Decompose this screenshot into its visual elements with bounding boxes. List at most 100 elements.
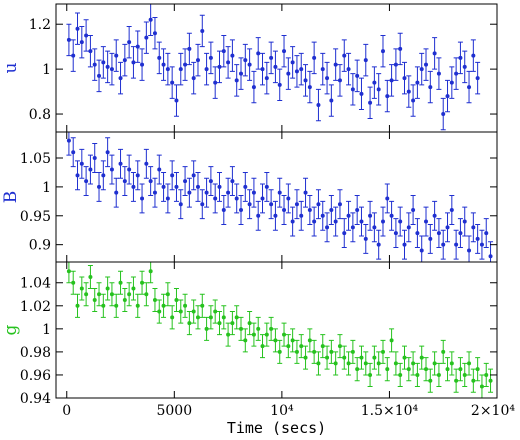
data-point: [135, 173, 140, 178]
data-point: [411, 98, 416, 103]
data-point: [157, 167, 162, 172]
data-point: [277, 82, 282, 87]
data-point: [436, 231, 441, 236]
data-point: [221, 49, 226, 54]
data-point: [333, 62, 338, 67]
data-point: [325, 225, 330, 230]
data-point: [92, 298, 97, 303]
data-point: [350, 225, 355, 230]
data-point: [183, 179, 188, 184]
data-point: [277, 190, 282, 195]
data-point: [363, 361, 368, 366]
panel-ylabel-g: g: [1, 324, 21, 335]
data-point: [398, 219, 403, 224]
data-point: [200, 303, 205, 308]
data-point: [303, 355, 308, 360]
data-point: [484, 372, 489, 377]
data-point: [380, 219, 385, 224]
y-tick-label: 0.95: [20, 209, 51, 225]
data-point: [346, 213, 351, 218]
data-point: [376, 242, 381, 247]
data-point: [256, 326, 261, 331]
data-point: [264, 76, 269, 81]
data-point: [174, 184, 179, 189]
data-point: [152, 298, 157, 303]
data-point: [122, 58, 127, 63]
data-point: [372, 80, 377, 85]
data-point: [385, 367, 390, 372]
data-point: [432, 213, 437, 218]
data-point: [320, 213, 325, 218]
data-point: [475, 367, 480, 372]
data-point: [372, 225, 377, 230]
panel-B-data: [66, 132, 494, 262]
data-point: [307, 208, 312, 212]
data-point: [488, 254, 493, 259]
data-point: [174, 98, 179, 103]
data-point: [183, 62, 188, 67]
y-tick-label: 1: [42, 180, 51, 196]
data-point: [234, 196, 239, 201]
data-point: [471, 225, 476, 230]
data-point: [350, 349, 355, 354]
data-point: [462, 64, 467, 69]
data-point: [475, 76, 480, 81]
data-point: [467, 361, 472, 366]
data-point: [256, 213, 261, 218]
data-point: [393, 231, 398, 236]
data-point: [239, 208, 244, 212]
data-point: [299, 67, 304, 72]
data-point: [92, 62, 97, 67]
y-tick-label: 1: [42, 322, 51, 338]
data-point: [355, 73, 360, 78]
data-point: [359, 219, 364, 224]
data-point: [247, 202, 252, 207]
data-point: [359, 91, 364, 96]
data-point: [178, 202, 183, 207]
data-point: [101, 60, 106, 65]
data-point: [441, 349, 446, 354]
data-point: [144, 292, 149, 297]
data-point: [122, 179, 127, 184]
x-tick-label: 2×10⁴: [471, 403, 515, 419]
data-point: [79, 40, 84, 45]
data-point: [79, 286, 84, 291]
data-point: [152, 190, 157, 195]
data-point: [114, 53, 119, 58]
data-point: [92, 156, 97, 160]
data-point: [239, 71, 244, 76]
data-point: [402, 76, 407, 81]
panel-B-frame: [55, 131, 498, 263]
data-point: [75, 173, 80, 178]
data-point: [269, 326, 274, 331]
data-point: [256, 51, 261, 56]
data-point: [454, 378, 459, 383]
data-point: [325, 76, 330, 81]
data-point: [79, 161, 84, 166]
data-point: [71, 280, 76, 285]
data-point: [406, 225, 411, 230]
data-point: [471, 378, 476, 383]
data-point: [144, 35, 149, 40]
data-point: [411, 361, 416, 366]
data-point: [436, 71, 441, 76]
data-point: [333, 219, 338, 224]
data-point: [161, 184, 166, 189]
data-point: [445, 225, 450, 230]
data-point: [243, 184, 248, 189]
data-point: [165, 292, 170, 297]
data-point: [97, 73, 102, 78]
x-tick-label: 0: [62, 403, 71, 419]
data-point: [88, 49, 93, 54]
data-point: [247, 62, 252, 67]
data-point: [195, 184, 200, 189]
data-point: [66, 37, 71, 42]
data-point: [307, 85, 312, 90]
data-point: [75, 303, 80, 308]
data-point: [432, 51, 437, 56]
data-point: [187, 46, 192, 51]
data-point: [195, 315, 200, 320]
data-point: [467, 85, 472, 90]
data-point: [260, 67, 265, 72]
data-point: [355, 367, 360, 372]
